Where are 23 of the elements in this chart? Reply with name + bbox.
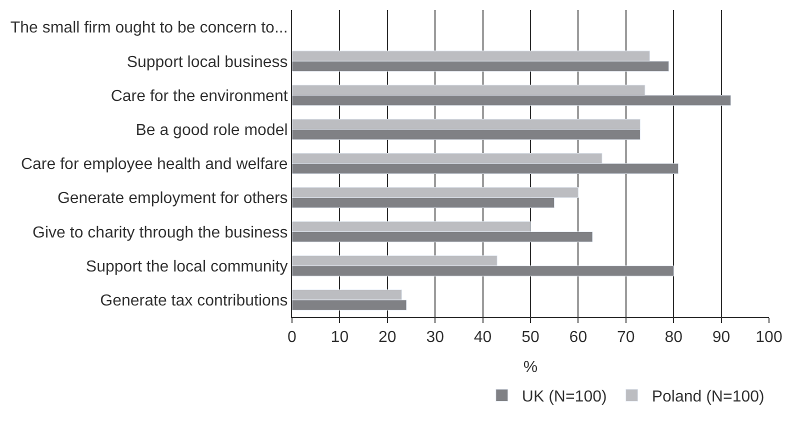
legend-label: UK (N=100) (522, 388, 607, 406)
y-tick-label: Generate employment for others (57, 190, 288, 208)
y-tick-label: Care for the environment (110, 88, 288, 105)
x-tick-label: 90 (712, 329, 730, 346)
legend-label: Poland (N=100) (652, 388, 764, 406)
y-tick-label: Generate tax contributions (100, 292, 288, 310)
x-tick-label: 60 (569, 329, 588, 346)
x-tick-label: 70 (617, 329, 635, 346)
x-tick-label: 50 (522, 329, 540, 346)
y-tick-label: Support local business (126, 54, 288, 71)
x-tick-label: 100 (756, 329, 782, 346)
x-tick-label: 20 (378, 329, 396, 346)
x-tick-label: 0 (288, 329, 297, 346)
x-tick-label: 30 (426, 329, 444, 346)
y-tick-label: The small firm ought to be concern to... (10, 20, 288, 37)
x-tick-label: 10 (330, 329, 349, 346)
y-tick-label: Be a good role model (136, 122, 288, 139)
x-tick-label: 40 (474, 329, 492, 346)
y-tick-label: Support the local community (86, 258, 288, 276)
y-tick-label: Give to charity through the business (32, 224, 288, 242)
y-tick-label: Care for employee health and welfare (20, 156, 288, 174)
x-axis-title: % (523, 358, 538, 376)
x-tick-label: 80 (664, 329, 683, 346)
